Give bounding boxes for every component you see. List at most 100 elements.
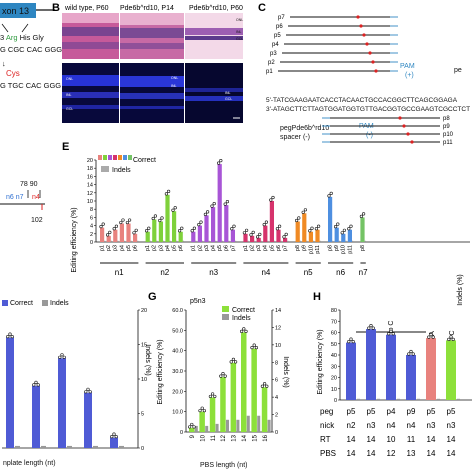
- h-table-cell: p5: [427, 407, 436, 416]
- panel-h-ylabel: Editing efficiency (%): [317, 329, 324, 394]
- h-table-cell: p4: [387, 407, 396, 416]
- group-label: n6: [336, 268, 345, 277]
- panel-f-xlabel: nplate length (nt): [3, 460, 56, 467]
- h-table-cell: 11: [407, 435, 416, 444]
- edit-marker: [365, 42, 369, 46]
- e-bar: [276, 229, 281, 242]
- data-point: [151, 216, 155, 221]
- data-point: [208, 394, 212, 399]
- data-point: [108, 230, 112, 234]
- h-ytick-label: 40: [331, 353, 337, 359]
- h-table-cell: 10: [387, 435, 396, 444]
- g-bar-indels: [246, 415, 250, 432]
- panel-h-letter: H: [313, 291, 321, 303]
- e-bar: [197, 225, 202, 242]
- data-point: [265, 384, 269, 388]
- data-point: [275, 227, 280, 231]
- g-bar-correct: [209, 397, 216, 432]
- panel-f: nplate length (nt) Indels (%) Correct In…: [2, 300, 151, 467]
- e-xtick-label: p10: [308, 245, 314, 254]
- data-point: [427, 335, 431, 339]
- e-bar: [295, 221, 300, 242]
- data-point: [202, 409, 206, 413]
- e-xtick-label: p8: [360, 245, 366, 251]
- codon-row-2: G CGC CAC GGG: [0, 45, 62, 54]
- h-table-cell: n3: [427, 421, 436, 430]
- h-indel-bar: [377, 398, 380, 400]
- data-point: [58, 355, 62, 359]
- legend-correct-g: Correct: [232, 307, 255, 314]
- legend-swatch: [118, 155, 122, 160]
- h-table-row-label: PBS: [320, 449, 336, 458]
- e-xtick-label: p1: [191, 245, 197, 251]
- data-point: [451, 337, 455, 341]
- data-point: [99, 225, 103, 229]
- e-indel-bar: [208, 240, 210, 242]
- f-ytick-label: 15: [141, 343, 147, 349]
- e-indel-bar: [169, 240, 171, 242]
- data-point: [349, 224, 353, 228]
- e-bar: [106, 235, 111, 242]
- e-ytick-label: 8: [90, 207, 93, 213]
- e-xtick-label: p8: [328, 245, 334, 251]
- data-point: [240, 329, 244, 333]
- e-bar: [224, 205, 229, 242]
- exon-box: [0, 3, 36, 18]
- h-table-cell: 14: [347, 449, 356, 458]
- legend-swatch: [98, 155, 102, 160]
- g-y2tick-label: 0: [275, 430, 278, 436]
- data-point: [264, 220, 269, 224]
- h-bar: [446, 340, 456, 400]
- group-label: n4: [261, 268, 270, 277]
- legend-swatch-indels: [42, 300, 48, 306]
- data-point: [167, 189, 171, 193]
- e-bar: [230, 229, 235, 242]
- data-point: [158, 218, 162, 223]
- f-ytick-label: 0: [141, 446, 144, 452]
- e-indel-bar: [247, 240, 249, 242]
- data-point: [188, 425, 192, 429]
- g-bar-indels: [194, 425, 198, 432]
- e-ytick-label: 20: [87, 158, 93, 164]
- h-ytick-label: 20: [331, 376, 337, 382]
- peg-label: p3: [270, 51, 277, 57]
- e-indel-bar: [280, 240, 282, 242]
- data-point: [347, 227, 351, 231]
- h-table-cell: n2: [347, 421, 356, 430]
- data-point: [251, 230, 255, 234]
- g-ytick-label: 10.0: [172, 410, 183, 416]
- data-point: [329, 191, 333, 195]
- e-indel-bar: [149, 240, 151, 242]
- f-bar-indels: [93, 445, 98, 448]
- h-table-cell: p9: [407, 407, 416, 416]
- data-point: [213, 394, 217, 399]
- legend-swatch: [123, 155, 127, 160]
- h-table-cell: 14: [427, 449, 436, 458]
- data-point: [449, 335, 453, 339]
- e-ytick-label: 2: [90, 232, 93, 238]
- e-bar: [269, 201, 274, 242]
- data-point: [32, 383, 36, 387]
- data-point: [447, 337, 451, 341]
- seq-bottom: 3'-ATAGCTTCTTAGTGGATGGTGTTGACGGTGCCGAAGT…: [266, 106, 470, 113]
- data-point: [206, 210, 210, 214]
- data-point: [258, 232, 262, 236]
- legend-swatch-correct: [222, 306, 229, 312]
- f-bar-indels: [41, 445, 46, 448]
- e-bar: [100, 227, 105, 242]
- nick-n4: n4: [32, 194, 40, 201]
- e-xtick-label: p5: [126, 245, 132, 251]
- h-table-cell: 14: [347, 435, 356, 444]
- h-table-cell: 14: [367, 435, 376, 444]
- e-xtick-label: p6: [224, 245, 230, 251]
- g-bar-correct: [251, 348, 257, 432]
- data-point: [212, 202, 216, 206]
- group-label: n3: [209, 268, 218, 277]
- e-xtick-label: p9: [302, 245, 308, 251]
- h-ytick-label: 30: [331, 364, 337, 370]
- e-indel-bar: [352, 240, 354, 242]
- e-bar: [158, 221, 163, 242]
- e-indel-bar: [195, 240, 197, 242]
- e-indel-bar: [215, 240, 217, 242]
- data-point: [84, 390, 88, 394]
